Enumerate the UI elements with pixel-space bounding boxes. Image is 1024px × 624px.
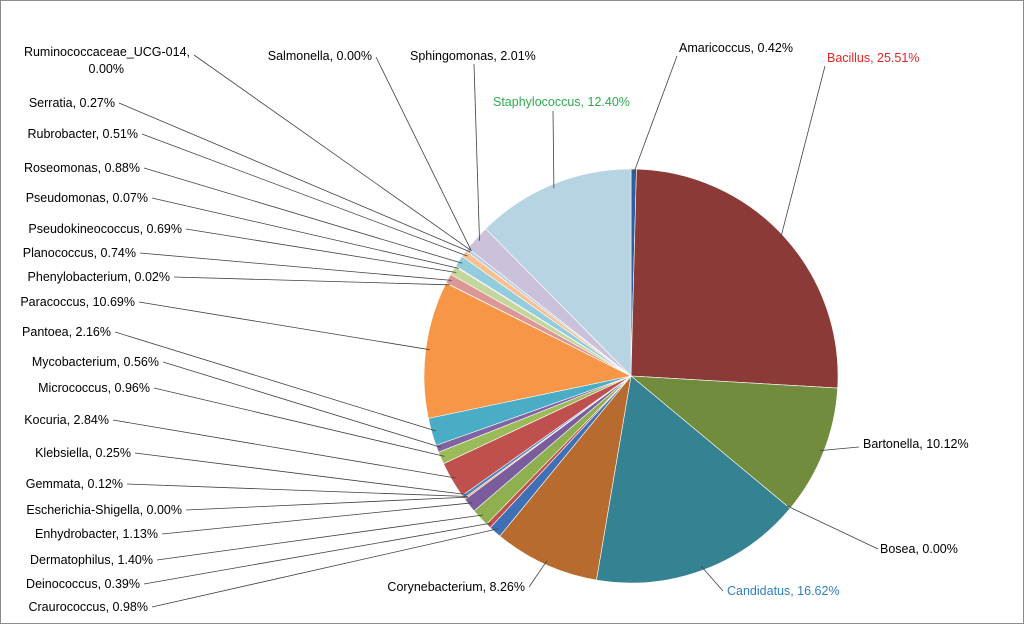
slice-label-craurococcus: Craurococcus, 0.98% <box>28 600 148 614</box>
leader-line-planococcus <box>139 252 452 281</box>
slice-label-enhydrobacter: Enhydrobacter, 1.13% <box>35 527 158 541</box>
slice-label-bacillus: Bacillus, 25.51% <box>827 51 919 65</box>
slice-label-planococcus: Planococcus, 0.74% <box>23 246 136 260</box>
pie-slice-candidatus <box>596 375 791 584</box>
pie-slice-bartonella <box>630 375 838 509</box>
leader-line-dermatophilus <box>156 514 484 561</box>
slice-label-rubrobacter: Rubrobacter, 0.51% <box>28 127 139 141</box>
leader-line-kocuria <box>112 419 456 479</box>
slice-label-micrococcus: Micrococcus, 0.96% <box>38 381 150 395</box>
leader-line-deinococcus <box>143 522 492 585</box>
leader-line-craurococcus <box>151 528 498 608</box>
leader-line-corynebacterium <box>528 560 548 588</box>
slice-label-pantoea: Pantoea, 2.16% <box>22 325 111 339</box>
pie-slice-staphylococcus <box>485 168 632 377</box>
leader-line-pseudokineococcus <box>185 228 457 273</box>
leader-line-bartonella <box>819 446 860 451</box>
leader-line-candidatus <box>701 566 724 592</box>
slice-label-phenylobacterium: Phenylobacterium, 0.02% <box>28 270 170 284</box>
slice-label-gemmata: Gemmata, 0.12% <box>26 477 123 491</box>
leader-line-sphingomonas <box>473 63 480 241</box>
slice-label-bosea: Bosea, 0.00% <box>880 542 958 556</box>
slice-label-candidatus: Candidatus, 16.62% <box>727 584 840 598</box>
pie-slice-bacillus <box>630 168 839 389</box>
slice-label-corynebacterium: Corynebacterium, 8.26% <box>387 580 525 594</box>
leader-line-staphylococcus <box>552 110 555 189</box>
leader-line-enhydrobacter <box>161 502 473 535</box>
slice-label-serratia: Serratia, 0.27% <box>29 96 115 110</box>
leader-line-gemmata <box>126 483 468 497</box>
pie-slice-corynebacterium <box>499 374 632 581</box>
leader-line-amaricoccus <box>633 55 678 174</box>
leader-line-klebsiella <box>134 452 467 495</box>
leader-line-bosea <box>786 505 879 550</box>
slice-label-staphylococcus: Staphylococcus, 12.40% <box>493 95 630 109</box>
slice-label-pseudomonas: Pseudomonas, 0.07% <box>26 191 148 205</box>
leader-line-salmonella <box>375 56 472 251</box>
leader-line-escherichia-shigella <box>185 496 469 511</box>
leader-line-serratia <box>118 102 471 253</box>
leader-line-mycobacterium <box>162 361 442 448</box>
slice-label-ruminococcaceae-ucg-014: Ruminococcaceae_UCG-014, 0.00% <box>24 45 190 76</box>
leader-line-pseudomonas <box>151 197 459 269</box>
slice-label-amaricoccus: Amaricoccus, 0.42% <box>679 41 793 55</box>
slice-label-salmonella: Salmonella, 0.00% <box>268 49 372 63</box>
slice-label-kocuria: Kocuria, 2.84% <box>24 413 109 427</box>
slice-label-deinococcus: Deinococcus, 0.39% <box>26 577 140 591</box>
leader-line-paracoccus <box>138 301 430 351</box>
slice-label-dermatophilus: Dermatophilus, 1.40% <box>30 553 153 567</box>
slice-label-mycobacterium: Mycobacterium, 0.56% <box>32 355 159 369</box>
leader-line-ruminococcaceae-ucg-014 <box>193 54 472 252</box>
slice-label-pseudokineococcus: Pseudokineococcus, 0.69% <box>28 222 182 236</box>
leader-line-bacillus <box>780 65 826 239</box>
slice-label-escherichia-shigella: Escherichia-Shigella, 0.00% <box>26 503 182 517</box>
slice-label-bartonella: Bartonella, 10.12% <box>863 437 969 451</box>
leader-line-phenylobacterium <box>173 276 450 286</box>
leader-line-roseomonas <box>143 167 463 264</box>
leader-line-micrococcus <box>153 387 445 457</box>
slice-label-paracoccus: Paracoccus, 10.69% <box>20 295 135 309</box>
leader-line-rubrobacter <box>141 133 468 257</box>
slice-label-klebsiella: Klebsiella, 0.25% <box>35 446 131 460</box>
leader-line-pantoea <box>114 331 436 432</box>
slice-label-roseomonas: Roseomonas, 0.88% <box>24 161 140 175</box>
slice-label-sphingomonas: Sphingomonas, 2.01% <box>410 49 536 63</box>
